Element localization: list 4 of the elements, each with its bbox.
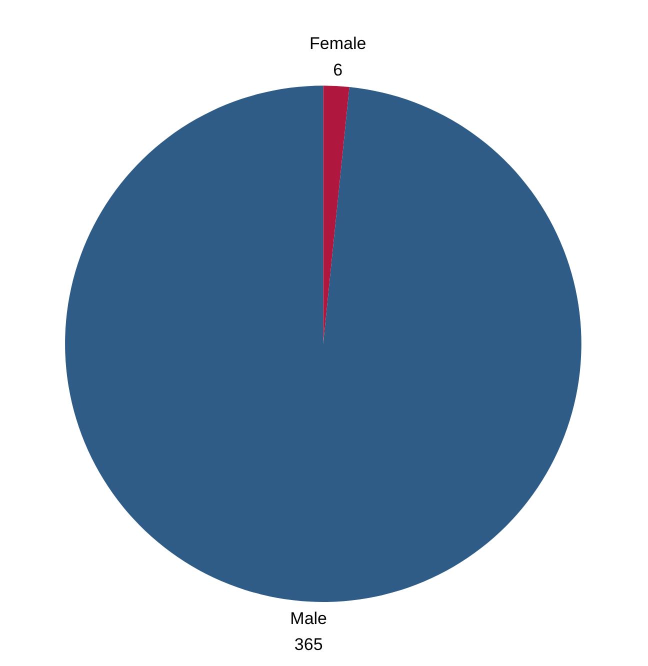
slice-label: Male (290, 608, 328, 628)
data-label: 6 (333, 60, 343, 80)
data-label: 365 (294, 635, 323, 654)
slice-label: Female (309, 34, 366, 53)
